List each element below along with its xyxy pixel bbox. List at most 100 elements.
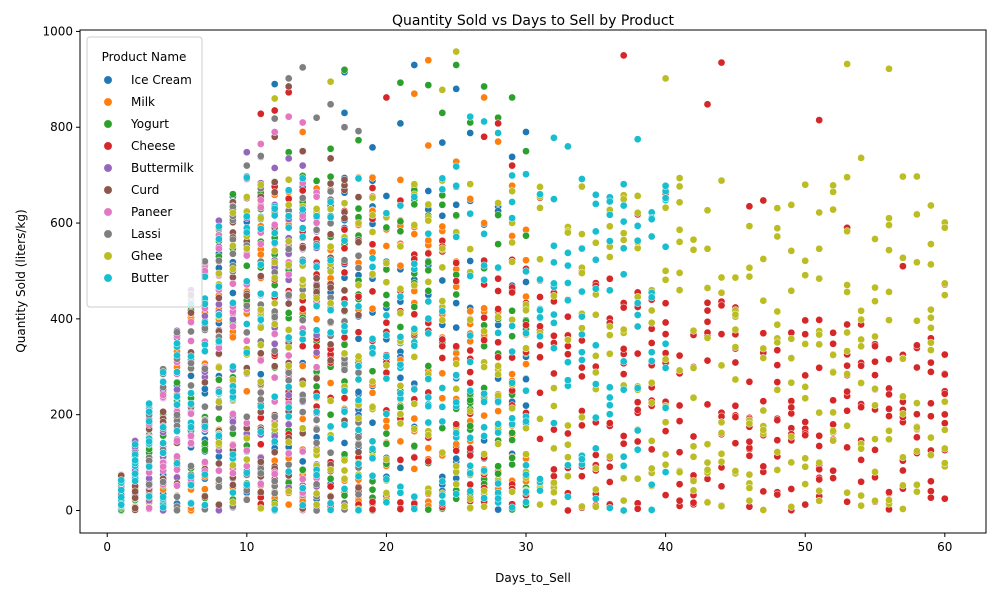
data-point xyxy=(717,457,726,466)
data-point xyxy=(284,449,293,458)
data-point xyxy=(494,263,502,272)
data-point xyxy=(201,347,209,356)
data-point xyxy=(368,437,377,446)
data-point xyxy=(494,362,502,370)
data-point xyxy=(508,414,516,423)
data-point xyxy=(187,352,195,361)
data-point xyxy=(522,450,530,459)
data-point xyxy=(340,286,349,295)
data-point xyxy=(647,318,656,327)
data-point xyxy=(452,429,461,437)
data-point xyxy=(368,263,377,271)
data-point xyxy=(843,370,851,378)
data-point xyxy=(480,411,488,420)
data-point xyxy=(899,453,907,462)
data-point xyxy=(452,480,461,489)
data-point xyxy=(815,465,824,474)
data-point xyxy=(326,328,335,337)
data-point xyxy=(159,448,167,457)
data-point xyxy=(312,382,321,391)
data-point xyxy=(215,483,223,491)
data-point xyxy=(745,484,754,492)
data-point xyxy=(396,464,405,472)
data-point xyxy=(759,406,768,415)
data-point xyxy=(843,173,851,182)
data-point xyxy=(717,449,726,458)
data-point xyxy=(368,287,377,296)
data-point xyxy=(536,353,544,362)
data-point xyxy=(242,468,251,477)
data-point xyxy=(452,85,461,93)
data-point xyxy=(242,462,251,470)
legend-label: Paneer xyxy=(131,205,172,219)
y-axis: 0 200 400 600 800 1000 xyxy=(42,24,80,517)
data-point xyxy=(424,249,433,258)
data-point xyxy=(215,432,223,440)
data-point xyxy=(759,296,768,305)
data-point xyxy=(871,401,879,410)
y-tick-label: 200 xyxy=(50,408,73,422)
data-point xyxy=(871,446,879,454)
data-point xyxy=(829,181,837,190)
data-point xyxy=(843,387,851,396)
data-point xyxy=(242,336,251,345)
data-point xyxy=(284,500,293,509)
data-point xyxy=(536,293,544,301)
data-point xyxy=(270,362,279,371)
data-point xyxy=(201,318,209,327)
data-point xyxy=(843,406,851,415)
data-point xyxy=(759,255,768,263)
data-point xyxy=(745,470,754,479)
data-point xyxy=(117,476,126,485)
data-point xyxy=(564,335,572,344)
data-point xyxy=(578,472,586,481)
data-point xyxy=(368,184,377,192)
data-point xyxy=(242,291,251,300)
data-point xyxy=(466,503,475,512)
data-point xyxy=(578,363,586,372)
data-point xyxy=(508,428,516,437)
data-point xyxy=(647,445,656,454)
data-point xyxy=(927,323,935,332)
data-point xyxy=(312,192,321,201)
data-point xyxy=(633,426,642,435)
data-point xyxy=(312,392,321,401)
data-point xyxy=(550,478,558,487)
chart-title: Quantity Sold vs Days to Sell by Product xyxy=(392,13,675,29)
data-point xyxy=(522,417,530,426)
data-point xyxy=(801,454,810,463)
data-point xyxy=(857,456,865,464)
data-point xyxy=(871,371,879,379)
data-point xyxy=(159,423,167,432)
data-point xyxy=(899,505,907,513)
data-point xyxy=(242,446,251,455)
data-point xyxy=(578,455,586,464)
data-point xyxy=(801,316,810,325)
data-point xyxy=(633,398,642,407)
legend-label: Curd xyxy=(131,183,159,197)
data-point xyxy=(633,437,642,446)
legend-label: Lassi xyxy=(131,227,161,241)
data-point xyxy=(927,477,935,486)
data-point xyxy=(159,368,167,377)
data-point xyxy=(550,310,558,319)
data-point xyxy=(871,235,879,243)
data-point xyxy=(229,299,237,307)
data-point xyxy=(298,205,307,214)
data-point xyxy=(940,459,949,467)
data-point xyxy=(550,369,558,378)
data-point xyxy=(857,477,865,486)
data-point xyxy=(605,237,614,245)
data-point xyxy=(731,358,740,367)
data-point xyxy=(522,231,530,240)
data-point xyxy=(675,351,684,360)
data-point xyxy=(354,375,363,384)
legend-label: Cheese xyxy=(131,139,175,153)
data-point xyxy=(675,480,684,489)
data-point xyxy=(438,263,447,272)
data-point xyxy=(508,93,516,102)
data-point xyxy=(494,287,502,295)
data-point xyxy=(857,491,865,500)
data-point xyxy=(494,129,502,137)
data-point xyxy=(201,385,209,393)
